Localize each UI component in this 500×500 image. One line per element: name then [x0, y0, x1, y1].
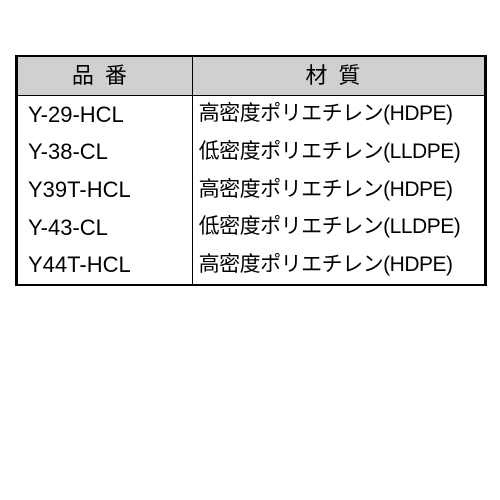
table-header-row: 品番 材質 [18, 57, 485, 95]
cell-material: 高密度ポリエチレン(HDPE) [192, 171, 484, 209]
table-row: Y39T-HCL 高密度ポリエチレン(HDPE) [18, 171, 485, 209]
table-row: Y-29-HCL 高密度ポリエチレン(HDPE) [18, 95, 485, 133]
table-row: Y-38-CL 低密度ポリエチレン(LLDPE) [18, 133, 485, 171]
cell-part-number: Y-29-HCL [18, 95, 193, 133]
cell-material: 低密度ポリエチレン(LLDPE) [192, 209, 484, 247]
cell-material: 高密度ポリエチレン(HDPE) [192, 95, 484, 133]
cell-part-number: Y-43-CL [18, 209, 193, 247]
cell-part-number: Y39T-HCL [18, 171, 193, 209]
table-row: Y-43-CL 低密度ポリエチレン(LLDPE) [18, 209, 485, 247]
spec-table-wrap: 品番 材質 Y-29-HCL 高密度ポリエチレン(HDPE) Y-38-CL 低… [15, 55, 487, 286]
table-row: Y44T-HCL 高密度ポリエチレン(HDPE) [18, 246, 485, 284]
spec-table: 品番 材質 Y-29-HCL 高密度ポリエチレン(HDPE) Y-38-CL 低… [17, 57, 485, 284]
header-part-number: 品番 [18, 57, 193, 95]
header-material: 材質 [192, 57, 484, 95]
cell-material: 高密度ポリエチレン(HDPE) [192, 246, 484, 284]
cell-part-number: Y-38-CL [18, 133, 193, 171]
cell-part-number: Y44T-HCL [18, 246, 193, 284]
cell-material: 低密度ポリエチレン(LLDPE) [192, 133, 484, 171]
